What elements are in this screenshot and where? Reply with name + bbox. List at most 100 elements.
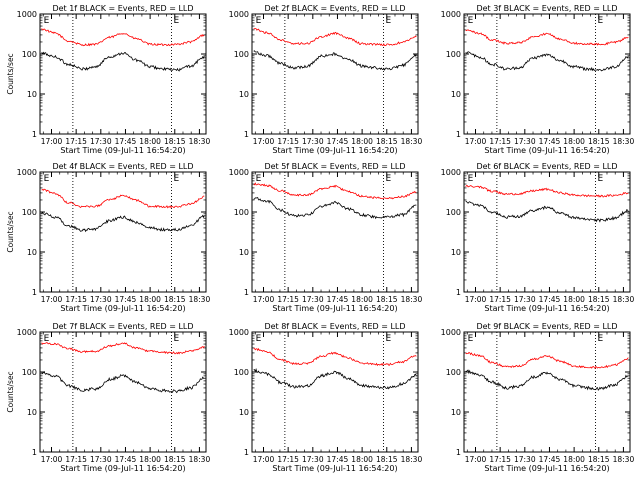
detector-panel: Det 8f BLACK = Events, RED = LLD 1 10 100 10… [229, 322, 423, 473]
x-axis-label: Start Time (09-Jul-11 16:54:20) [60, 146, 185, 155]
panel-title: Det 9f BLACK = Events, RED = LLD [476, 322, 617, 331]
events-series-line [253, 197, 417, 220]
x-tick-label: 17:45 [539, 137, 561, 146]
x-axis-label: Start Time (09-Jul-11 16:54:20) [484, 464, 609, 473]
y-tick-label: 1000 [229, 328, 249, 337]
events-series-line [253, 368, 417, 390]
y-tick-label: 1000 [17, 168, 37, 177]
event-marker-label: E [173, 174, 179, 184]
x-tick-label: 18:00 [351, 295, 373, 304]
y-axis-label: Counts/sec [6, 211, 15, 252]
event-marker-label: E [597, 174, 603, 184]
y-tick-label: 100 [446, 208, 461, 217]
x-tick-label: 17:45 [327, 137, 349, 146]
y-tick-label: 10 [239, 90, 249, 99]
y-tick-label: 100 [234, 50, 249, 59]
x-tick-label: 18:15 [376, 137, 398, 146]
panel-title: Det 3f BLACK = Events, RED = LLD [476, 4, 617, 13]
detector-panel: Det 5f BLACK = Events, RED = LLD 1 10 100 10… [229, 162, 423, 313]
x-tick-label: 17:30 [302, 295, 324, 304]
lld-series-line [41, 28, 205, 47]
x-axis-label: Start Time (09-Jul-11 16:54:20) [484, 304, 609, 313]
y-tick-label: 1 [456, 130, 461, 139]
events-series-line [465, 369, 629, 391]
x-tick-label: 18:15 [164, 137, 186, 146]
y-tick-label: 1 [32, 130, 37, 139]
x-tick-label: 18:00 [351, 455, 373, 464]
event-marker-label: E [468, 16, 474, 26]
x-tick-label: 17:00 [253, 137, 275, 146]
x-tick-label: 17:15 [277, 455, 299, 464]
x-tick-label: 18:00 [351, 137, 373, 146]
y-tick-label: 100 [22, 368, 37, 377]
y-tick-label: 1000 [17, 10, 37, 19]
plot-frame [463, 331, 631, 453]
y-tick-label: 10 [451, 248, 461, 257]
y-tick-label: 100 [446, 368, 461, 377]
x-tick-label: 17:00 [41, 295, 63, 304]
plot-frame [39, 171, 207, 293]
x-tick-label: 17:45 [327, 455, 349, 464]
x-tick-label: 17:30 [514, 295, 536, 304]
x-tick-label: 18:30 [189, 295, 211, 304]
x-tick-label: 18:30 [401, 137, 423, 146]
x-tick-label: 17:15 [277, 295, 299, 304]
event-marker-label: E [468, 334, 474, 344]
detector-panel: Det 9f BLACK = Events, RED = LLD 1 10 100 10… [441, 322, 635, 473]
events-series-line [41, 211, 205, 233]
x-tick-label: 18:00 [563, 295, 585, 304]
y-tick-label: 1000 [229, 168, 249, 177]
y-tick-label: 100 [446, 50, 461, 59]
events-series-line [253, 50, 417, 71]
event-marker-label: E [44, 174, 50, 184]
y-tick-label: 1000 [441, 10, 461, 19]
y-tick-label: 100 [22, 208, 37, 217]
x-tick-label: 18:30 [401, 455, 423, 464]
lld-series-line [253, 182, 417, 200]
x-tick-label: 17:15 [489, 455, 511, 464]
x-tick-label: 18:30 [613, 455, 635, 464]
panel-title: Det 6f BLACK = Events, RED = LLD [476, 162, 617, 171]
x-tick-label: 18:30 [401, 295, 423, 304]
detector-panel: Det 3f BLACK = Events, RED = LLD 1 10 100 10… [441, 4, 635, 155]
x-tick-label: 17:30 [302, 455, 324, 464]
lld-series-line [41, 188, 205, 209]
x-tick-label: 17:00 [465, 295, 487, 304]
y-tick-label: 100 [234, 368, 249, 377]
event-marker-label: E [597, 334, 603, 344]
lld-series-line [465, 352, 629, 370]
event-marker-label: E [385, 334, 391, 344]
event-marker-label: E [468, 174, 474, 184]
plot-frame [39, 331, 207, 453]
plot-frame [251, 13, 419, 135]
y-tick-label: 100 [234, 208, 249, 217]
detector-panel: Det 6f BLACK = Events, RED = LLD 1 10 100 10… [441, 162, 635, 313]
y-tick-label: 1 [32, 288, 37, 297]
event-marker-label: E [173, 16, 179, 26]
y-tick-label: 10 [27, 90, 37, 99]
detector-panel: Det 2f BLACK = Events, RED = LLD 1 10 100 10… [229, 4, 423, 155]
x-tick-label: 17:30 [514, 137, 536, 146]
x-tick-label: 18:15 [376, 295, 398, 304]
y-tick-label: 1000 [441, 168, 461, 177]
x-tick-label: 17:30 [90, 455, 112, 464]
x-axis-label: Start Time (09-Jul-11 16:54:20) [272, 464, 397, 473]
detector-panel: Det 7f BLACK = Events, RED = LLD 1 10 100 10… [6, 322, 210, 473]
x-tick-label: 17:30 [90, 295, 112, 304]
x-tick-label: 18:30 [613, 295, 635, 304]
x-tick-label: 18:15 [164, 295, 186, 304]
x-axis-label: Start Time (09-Jul-11 16:54:20) [60, 304, 185, 313]
panel-title: Det 4f BLACK = Events, RED = LLD [52, 162, 193, 171]
x-tick-label: 17:00 [465, 137, 487, 146]
event-marker-label: E [44, 334, 50, 344]
x-tick-label: 17:45 [115, 455, 137, 464]
x-tick-label: 18:30 [189, 455, 211, 464]
plot-frame [251, 331, 419, 453]
x-tick-label: 17:15 [489, 137, 511, 146]
y-axis-label: Counts/sec [6, 371, 15, 412]
x-tick-label: 18:30 [189, 137, 211, 146]
x-axis-label: Start Time (09-Jul-11 16:54:20) [272, 304, 397, 313]
y-tick-label: 1 [456, 448, 461, 457]
x-tick-label: 17:00 [253, 455, 275, 464]
